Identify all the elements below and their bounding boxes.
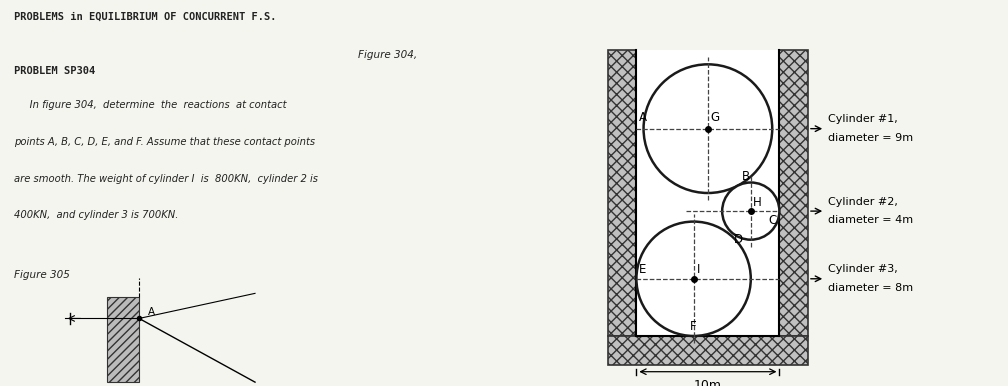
Bar [608,336,808,364]
Text: 400KN,  and cylinder 3 is 700KN.: 400KN, and cylinder 3 is 700KN. [14,210,178,220]
Text: diameter = 4m: diameter = 4m [828,215,913,225]
Text: PROBLEMS in EQUILIBRIUM OF CONCURRENT F.S.: PROBLEMS in EQUILIBRIUM OF CONCURRENT F.… [14,12,276,22]
Circle shape [636,222,751,336]
Text: H: H [753,196,762,209]
Text: B: B [742,170,750,183]
Text: Cylinder #3,: Cylinder #3, [828,264,898,274]
Text: Cylinder #2,: Cylinder #2, [828,197,898,207]
Text: Figure 305: Figure 305 [14,270,70,280]
Text: F: F [690,320,697,333]
Circle shape [722,183,779,240]
Bar [636,50,779,336]
Text: Cylinder #1,: Cylinder #1, [828,114,898,124]
Text: D: D [734,233,743,246]
Text: In figure 304,  determine  the  reactions  at contact: In figure 304, determine the reactions a… [14,100,286,110]
Circle shape [643,64,772,193]
Text: PROBLEM SP304: PROBLEM SP304 [14,66,95,76]
Bar [107,297,139,382]
Text: diameter = 9m: diameter = 9m [828,133,913,143]
Bar [779,50,808,336]
Text: points A, B, C, D, E, and F. Assume that these contact points: points A, B, C, D, E, and F. Assume that… [14,137,316,147]
Text: Figure 304,: Figure 304, [358,50,417,60]
Text: E: E [639,263,647,276]
Text: A: A [148,306,155,317]
Text: diameter = 8m: diameter = 8m [828,283,913,293]
Bar [608,50,636,336]
Text: 10m: 10m [694,379,722,386]
Text: G: G [711,112,720,124]
Text: are smooth. The weight of cylinder I  is  800KN,  cylinder 2 is: are smooth. The weight of cylinder I is … [14,174,318,184]
Text: I: I [697,263,700,276]
Text: A: A [639,112,647,124]
Text: C: C [768,214,776,227]
